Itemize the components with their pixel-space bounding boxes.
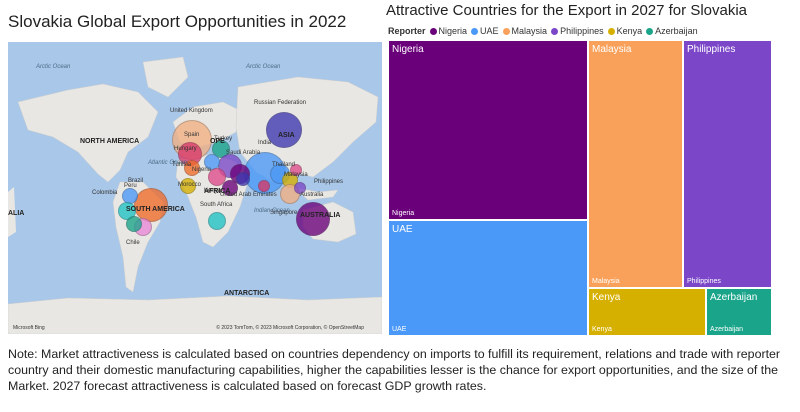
label-colombia: Colombia [92,190,118,196]
tile-label-uae: UAE [392,224,413,235]
label-north-america: NORTH AMERICA [80,138,140,145]
tile-label-philippines: Philippines [687,44,736,55]
label-united-kingdom: United Kingdom [170,108,213,114]
label-south-africa: South Africa [200,202,233,208]
legend-label: Kenya [616,26,643,36]
bubble-ethiopia[interactable] [236,172,250,186]
label-antarctica: ANTARCTICA [224,290,270,297]
label-europe: OPE [210,138,225,145]
label-turkey: Turkey [214,136,233,142]
tile-sublabel-azerbaijan: Azerbaijan [710,326,744,333]
label-india: India [258,140,272,146]
bubble-brazil[interactable] [134,188,168,222]
legend-label: Philippines [560,26,604,36]
legend-label: Nigeria [438,26,468,36]
bing-logo: Microsoft Bing [13,325,45,331]
bubble-nigeria[interactable] [208,168,226,186]
label-alia: ALIA [8,210,25,217]
label-asia: ASIA [278,132,295,139]
label-singapore: Singapore [270,210,298,216]
tile-malaysia[interactable]: Malaysia Malaysia [588,40,683,288]
label-russian-federation: Russian Federation [254,100,307,106]
tile-nigeria[interactable]: Nigeria Nigeria [388,40,588,220]
bubble-south-africa[interactable] [208,212,226,230]
label-tunisia: Tunisia [172,162,192,168]
legend-item-kenya[interactable]: Kenya [607,26,643,36]
legend-item-uae[interactable]: UAE [471,26,499,36]
label-arctic-right: Arctic Ocean [246,64,281,70]
label-south-america: SOUTH AMERICA [126,206,185,213]
label-nigeria: Nigeria [192,167,212,173]
bubble-kenya[interactable] [222,180,238,196]
tile-label-nigeria: Nigeria [392,44,424,55]
legend-dot [646,27,654,35]
bubble-chile[interactable] [126,216,142,232]
label-philippines: Philippines [314,179,344,185]
tile-label-azerbaijan: Azerbaijan [710,292,758,303]
tile-uae[interactable]: UAE UAE [388,220,588,336]
tile-azerbaijan[interactable]: Azerbaijan Azerbaijan [706,288,772,336]
map-title: Slovakia Global Export Opportunities in … [8,12,347,31]
label-brazil: Brazil [128,178,144,184]
label-malaysia: Malaysia [284,172,308,178]
footnote: Note: Market attractiveness is calculate… [8,347,781,393]
label-kenya: Kenya [204,188,222,194]
label-peru: Peru [124,183,137,189]
legend-item-azerbaijan[interactable]: Azerbaijan [646,26,698,36]
treemap-title: Attractive Countries for the Export in 2… [386,2,748,19]
tile-label-kenya: Kenya [592,292,621,303]
treemap-legend: Reporter Nigeria UAE Malaysia Philippine… [388,26,702,36]
bubble-indonesia[interactable] [294,182,306,194]
treemap: Nigeria Nigeria UAE UAE Malaysia Malaysi… [388,40,772,336]
label-chile: Chile [126,240,140,246]
legend-item-malaysia[interactable]: Malaysia [502,26,548,36]
legend-label: Azerbaijan [655,26,698,36]
bubble-sri-lanka[interactable] [258,180,270,192]
bubble-morocco[interactable] [180,178,196,194]
label-saudi-arabia: Saudi Arabia [226,150,261,156]
tile-sublabel-uae: UAE [392,326,407,333]
tile-sublabel-kenya: Kenya [592,326,612,333]
label-australia-country: Australia [300,192,324,198]
label-arctic-left: Arctic Ocean [36,64,71,70]
tile-sublabel-nigeria: Nigeria [392,210,415,217]
label-thailand: Thailand [272,162,296,168]
label-australia: AUSTRALIA [300,212,341,219]
bubble-tunisia[interactable] [184,160,200,176]
map-attribution[interactable]: © 2023 TomTom, © 2023 Microsoft Corporat… [216,325,364,331]
legend-label: Malaysia [511,26,548,36]
legend-dot [429,27,437,35]
bubble-russia[interactable] [266,112,302,148]
legend-dot [607,27,615,35]
label-spain: Spain [184,132,200,138]
tile-philippines[interactable]: Philippines Philippines [683,40,772,288]
label-hungary: Hungary [174,146,197,152]
label-morocco: Morocco [178,182,202,188]
bubble-vietnam[interactable] [290,164,302,176]
label-uae: United Arab Emirates [220,192,277,198]
legend-title: Reporter [388,26,426,36]
legend-dot [471,27,479,35]
label-indian: Indian Ocean [254,208,290,214]
legend-item-philippines[interactable]: Philippines [551,26,604,36]
bubble-australia[interactable] [296,202,330,236]
tile-kenya[interactable]: Kenya Kenya [588,288,706,336]
world-bubble-map[interactable]: Arctic Ocean Arctic Ocean Atlantic Ocean… [8,42,382,334]
tile-sublabel-malaysia: Malaysia [592,278,620,285]
tile-label-malaysia: Malaysia [592,44,632,55]
tile-sublabel-philippines: Philippines [687,278,721,285]
label-atlantic: Atlantic Ocean [148,160,188,166]
label-africa: AFRICA [204,188,231,195]
legend-dot [551,27,559,35]
legend-item-nigeria[interactable]: Nigeria [429,26,468,36]
legend-label: UAE [480,26,499,36]
legend-dot [502,27,510,35]
